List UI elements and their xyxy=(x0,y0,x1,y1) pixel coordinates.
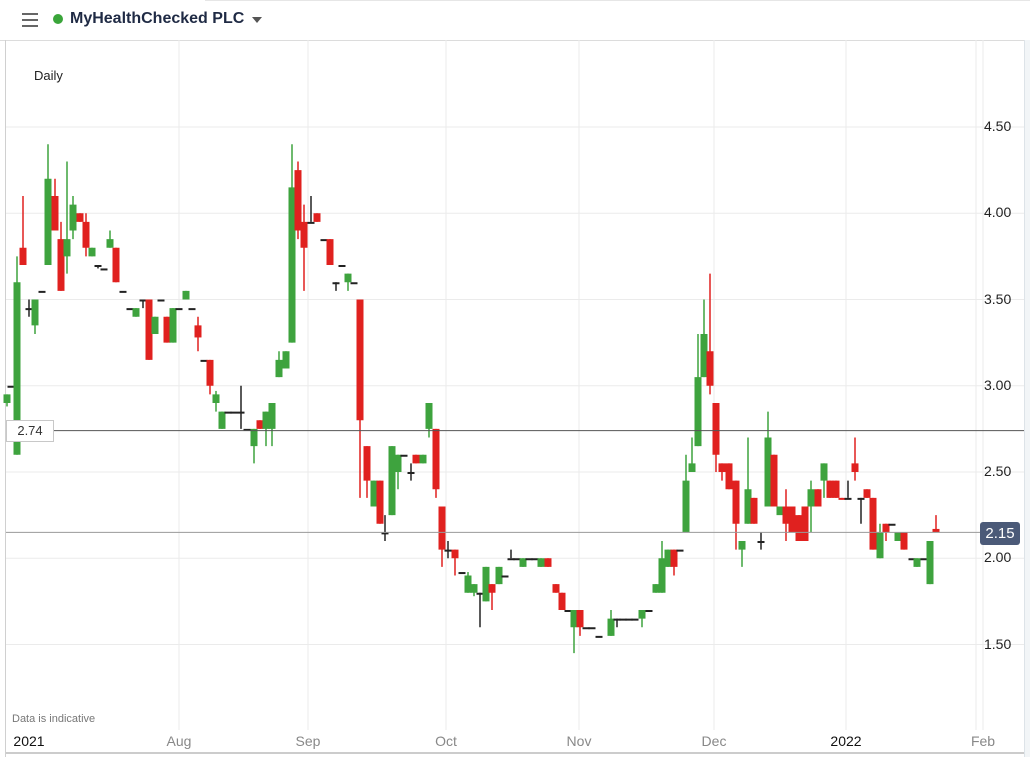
y-tick-label: 4.50 xyxy=(984,118,1012,134)
x-tick-label: Dec xyxy=(701,733,727,749)
y-tick-label: 1.50 xyxy=(984,635,1012,652)
last-price-label: 2.15 xyxy=(980,522,1020,545)
x-tick-label: Feb xyxy=(970,733,996,749)
y-tick-label: 2.50 xyxy=(984,463,1012,479)
chart-header: MyHealthChecked PLC xyxy=(0,0,1030,41)
y-tick-label: 3.50 xyxy=(984,290,1012,307)
x-tick-label: Aug xyxy=(166,733,192,749)
y-tick-label: 4.00 xyxy=(984,204,1012,221)
interval-label[interactable]: Daily xyxy=(34,68,63,83)
grid-lines xyxy=(6,40,1024,730)
x-tick-label: Sep xyxy=(295,733,321,749)
header-top-border xyxy=(205,0,1030,1)
x-tick-label: 2022 xyxy=(830,733,862,749)
candles xyxy=(3,144,940,654)
candlestick-chart[interactable] xyxy=(0,40,1030,757)
reference-price-label: 2.74 xyxy=(6,420,54,442)
market-status-dot xyxy=(53,14,63,24)
y-tick-label: 3.00 xyxy=(984,376,1012,393)
hamburger-icon[interactable] xyxy=(22,13,38,27)
instrument-title[interactable]: MyHealthChecked PLC xyxy=(70,10,245,27)
caret-down-icon[interactable] xyxy=(252,17,262,23)
price-lines xyxy=(6,430,1024,533)
x-tick-label: Nov xyxy=(566,733,592,749)
x-tick-label: 2021 xyxy=(13,733,45,749)
disclaimer-text: Data is indicative xyxy=(12,713,96,725)
price-scale-scrollbar[interactable] xyxy=(1024,40,1030,757)
x-tick-label: Oct xyxy=(435,733,457,749)
y-tick-label: 2.00 xyxy=(984,549,1012,566)
